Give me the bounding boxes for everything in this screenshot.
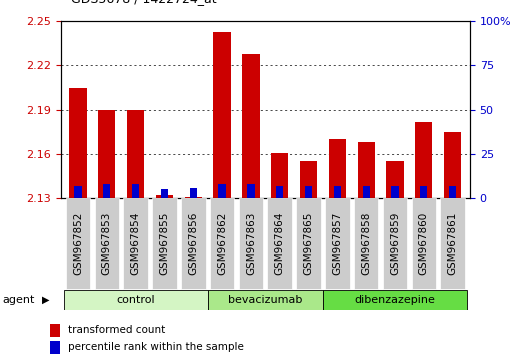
Bar xyxy=(213,32,231,198)
FancyBboxPatch shape xyxy=(239,198,263,289)
Bar xyxy=(329,139,346,198)
Bar xyxy=(190,188,197,198)
Text: GSM967865: GSM967865 xyxy=(304,212,314,275)
Bar xyxy=(363,186,370,198)
Bar xyxy=(127,110,144,198)
Bar xyxy=(444,132,461,198)
FancyBboxPatch shape xyxy=(296,198,321,289)
FancyBboxPatch shape xyxy=(354,198,379,289)
Bar xyxy=(334,186,341,198)
Text: GSM967853: GSM967853 xyxy=(102,212,112,275)
Text: agent: agent xyxy=(3,295,35,305)
Bar xyxy=(420,186,427,198)
Text: GSM967864: GSM967864 xyxy=(275,212,285,275)
FancyBboxPatch shape xyxy=(323,290,467,310)
Text: bevacizumab: bevacizumab xyxy=(228,295,303,305)
Bar xyxy=(103,184,110,198)
Text: GSM967854: GSM967854 xyxy=(130,212,140,275)
FancyBboxPatch shape xyxy=(66,198,90,289)
Bar xyxy=(300,161,317,198)
Text: percentile rank within the sample: percentile rank within the sample xyxy=(68,342,243,352)
Bar xyxy=(98,110,116,198)
Text: transformed count: transformed count xyxy=(68,325,165,335)
Bar xyxy=(271,153,288,198)
FancyBboxPatch shape xyxy=(181,198,205,289)
FancyBboxPatch shape xyxy=(208,290,323,310)
Text: dibenzazepine: dibenzazepine xyxy=(355,295,436,305)
FancyBboxPatch shape xyxy=(268,198,292,289)
FancyBboxPatch shape xyxy=(440,198,465,289)
Bar xyxy=(386,161,403,198)
Text: GSM967855: GSM967855 xyxy=(159,212,169,275)
Text: GDS5678 / 1422724_at: GDS5678 / 1422724_at xyxy=(71,0,217,5)
Bar xyxy=(156,195,173,198)
Text: GSM967862: GSM967862 xyxy=(217,212,227,275)
Text: GSM967852: GSM967852 xyxy=(73,212,83,275)
FancyBboxPatch shape xyxy=(95,198,119,289)
FancyBboxPatch shape xyxy=(411,198,436,289)
Bar xyxy=(132,184,139,198)
Text: control: control xyxy=(116,295,155,305)
FancyBboxPatch shape xyxy=(124,198,148,289)
Text: ▶: ▶ xyxy=(42,295,50,305)
Bar xyxy=(161,189,168,198)
Bar xyxy=(50,341,60,354)
Text: GSM967858: GSM967858 xyxy=(361,212,371,275)
Text: GSM967859: GSM967859 xyxy=(390,212,400,275)
Text: GSM967856: GSM967856 xyxy=(188,212,199,275)
Bar xyxy=(74,186,82,198)
Text: GSM967860: GSM967860 xyxy=(419,212,429,275)
Bar xyxy=(391,186,399,198)
Bar xyxy=(415,121,432,198)
FancyBboxPatch shape xyxy=(63,290,208,310)
Bar xyxy=(276,186,284,198)
Bar xyxy=(305,186,312,198)
FancyBboxPatch shape xyxy=(152,198,177,289)
Bar xyxy=(185,197,202,198)
Bar xyxy=(219,184,225,198)
Text: GSM967861: GSM967861 xyxy=(448,212,458,275)
Bar xyxy=(357,142,375,198)
Text: GSM967863: GSM967863 xyxy=(246,212,256,275)
Bar xyxy=(449,186,456,198)
Bar xyxy=(247,184,254,198)
FancyBboxPatch shape xyxy=(210,198,234,289)
Text: GSM967857: GSM967857 xyxy=(332,212,342,275)
Bar xyxy=(69,87,87,198)
FancyBboxPatch shape xyxy=(325,198,350,289)
Bar xyxy=(50,324,60,337)
FancyBboxPatch shape xyxy=(383,198,407,289)
Bar xyxy=(242,54,260,198)
